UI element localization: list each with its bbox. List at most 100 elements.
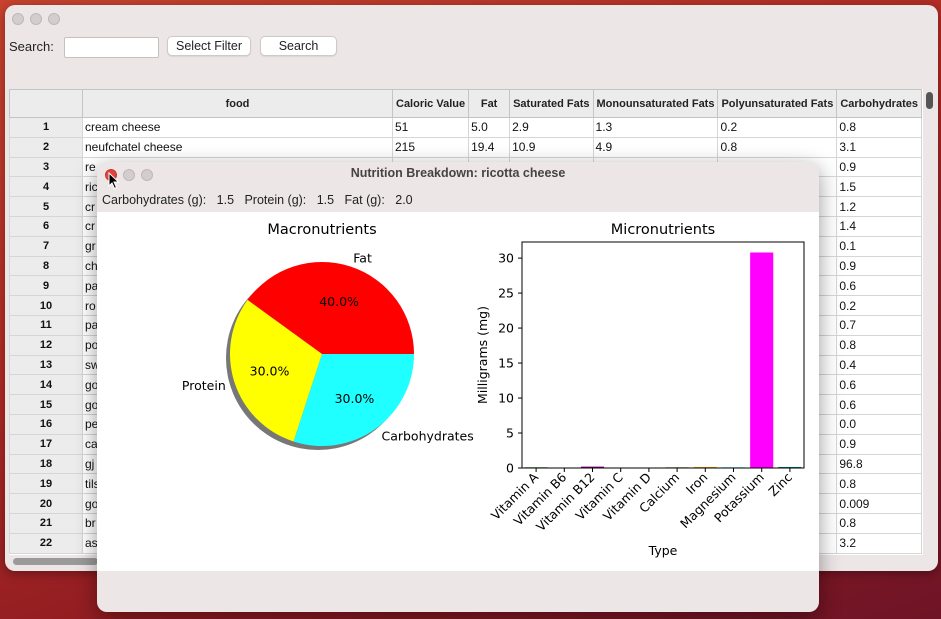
table-cell[interactable]: 0.8	[717, 136, 838, 158]
y-tick-label: 30	[498, 251, 514, 266]
table-cell[interactable]: 0.2	[836, 295, 922, 316]
search-input[interactable]	[64, 37, 159, 58]
bar-potassium	[750, 252, 774, 468]
table-cell[interactable]: 5.0	[468, 117, 511, 138]
x-tick-label: Zinc	[765, 469, 795, 499]
table-cell[interactable]: 3.2	[836, 532, 922, 554]
column-header[interactable]: Saturated Fats	[509, 89, 594, 118]
pie-percent-label: 30.0%	[250, 364, 290, 379]
y-axis-label: Milligrams (mg)	[475, 306, 490, 404]
pie-percent-label: 40.0%	[319, 294, 359, 309]
column-header[interactable]: Fat	[468, 89, 511, 118]
close-window-icon[interactable]	[12, 13, 24, 25]
table-cell[interactable]: 0.9	[836, 255, 922, 277]
row-number: 22	[9, 532, 83, 554]
pie-slice-label: Protein	[182, 378, 226, 393]
mouse-cursor-icon	[108, 172, 120, 190]
row-number: 15	[9, 394, 83, 415]
table-cell[interactable]: 96.8	[836, 453, 922, 475]
bar-axes-frame	[521, 241, 805, 469]
row-number: 16	[9, 413, 83, 435]
table-cell[interactable]: 215	[391, 136, 470, 158]
search-toolbar: Search: Select Filter Search	[9, 36, 609, 60]
table-vertical-scrollbar[interactable]	[926, 92, 933, 109]
pie-slice-label: Carbohydrates	[381, 428, 473, 443]
charts-svg: Macronutrients 40.0% Fat 30.0% Protein 30.0% C…	[182, 222, 805, 558]
row-number: 17	[9, 433, 83, 455]
table-cell[interactable]: 0.9	[836, 156, 922, 178]
table-cell[interactable]: 0.1	[836, 235, 922, 257]
table-cell[interactable]: 0.4	[836, 354, 922, 376]
column-header[interactable]: Polyunsaturated Fats	[717, 89, 838, 118]
nutrient-summary: Carbohydrates (g): 1.5 Protein (g): 1.5 …	[102, 193, 413, 207]
row-number: 3	[9, 156, 83, 178]
x-axis-label: Type	[648, 543, 678, 558]
table-cell[interactable]: 0.8	[836, 512, 922, 534]
column-header[interactable]: Caloric Value	[391, 89, 470, 118]
row-number: 13	[9, 354, 83, 376]
row-number-header	[9, 89, 83, 118]
protein-summary-value: 1.5	[316, 193, 335, 207]
bar-chart-title: Micronutrients	[611, 222, 715, 238]
table-cell[interactable]: 10.9	[509, 136, 594, 158]
pie-slice-label: Fat	[353, 250, 372, 265]
fat-summary-label: Fat (g):	[344, 193, 385, 207]
fat-summary-value: 2.0	[395, 193, 413, 207]
main-titlebar	[5, 5, 938, 33]
table-cell[interactable]: 0.7	[836, 314, 922, 336]
maximize-window-icon[interactable]	[48, 13, 60, 25]
table-row[interactable]: 1 cream cheese 51 5.0 2.9 1.3 0.2 0.8	[9, 117, 922, 138]
table-cell[interactable]: 0.8	[836, 334, 922, 356]
table-cell[interactable]: 4.9	[592, 136, 719, 158]
table-row[interactable]: 2 neufchatel cheese 215 19.4 10.9 4.9 0.8 3.1	[9, 136, 922, 158]
table-cell[interactable]: 0.009	[836, 493, 922, 514]
table-cell[interactable]: cream cheese	[82, 117, 393, 138]
table-cell[interactable]: 0.6	[836, 394, 922, 415]
table-horizontal-scrollbar[interactable]	[13, 558, 98, 565]
table-cell[interactable]: 0.6	[836, 275, 922, 297]
select-filter-button[interactable]: Select Filter	[167, 36, 251, 56]
table-cell[interactable]: 51	[391, 117, 470, 138]
y-tick-label: 10	[498, 391, 514, 406]
table-cell[interactable]: 1.4	[836, 215, 922, 237]
table-cell[interactable]: 2.9	[509, 117, 594, 138]
row-number: 2	[9, 136, 83, 158]
y-tick-label: 25	[498, 286, 514, 301]
table-cell[interactable]: 1.3	[592, 117, 719, 138]
table-cell[interactable]: 3.1	[836, 136, 922, 158]
row-number: 20	[9, 493, 83, 514]
row-number: 18	[9, 453, 83, 475]
search-button[interactable]: Search	[260, 36, 337, 56]
carb-summary-value: 1.5	[216, 193, 235, 207]
protein-summary-label: Protein (g):	[244, 193, 307, 207]
column-header[interactable]: Carbohydrates	[836, 89, 922, 118]
nutrition-popup-window: Nutrition Breakdown: ricotta cheese Carb…	[97, 162, 819, 612]
table-cell[interactable]: 19.4	[468, 136, 511, 158]
table-cell[interactable]: 1.5	[836, 176, 922, 198]
column-header[interactable]: Monounsaturated Fats	[592, 89, 719, 118]
bar-iron	[693, 466, 717, 468]
table-cell[interactable]: neufchatel cheese	[82, 136, 393, 158]
popup-maximize-icon[interactable]	[141, 169, 153, 181]
table-cell[interactable]: 0.8	[836, 117, 922, 138]
table-cell[interactable]: 0.2	[717, 117, 838, 138]
table-cell[interactable]: 0.6	[836, 374, 922, 396]
row-number: 8	[9, 255, 83, 277]
row-number: 12	[9, 334, 83, 356]
row-number: 11	[9, 314, 83, 336]
row-number: 5	[9, 196, 83, 217]
row-number: 10	[9, 295, 83, 316]
table-cell[interactable]: 1.2	[836, 196, 922, 217]
column-header[interactable]: food	[82, 89, 393, 118]
pie-slice	[293, 354, 414, 446]
table-cell[interactable]: 0.8	[836, 473, 922, 495]
table-cell[interactable]: 0.9	[836, 433, 922, 455]
row-number: 19	[9, 473, 83, 495]
popup-title: Nutrition Breakdown: ricotta cheese	[350, 166, 566, 180]
pie-slice	[230, 299, 322, 442]
minimize-window-icon[interactable]	[30, 13, 42, 25]
row-number: 9	[9, 275, 83, 297]
table-cell[interactable]: 0.0	[836, 413, 922, 435]
row-number: 1	[9, 117, 83, 138]
popup-minimize-icon[interactable]	[123, 169, 135, 181]
